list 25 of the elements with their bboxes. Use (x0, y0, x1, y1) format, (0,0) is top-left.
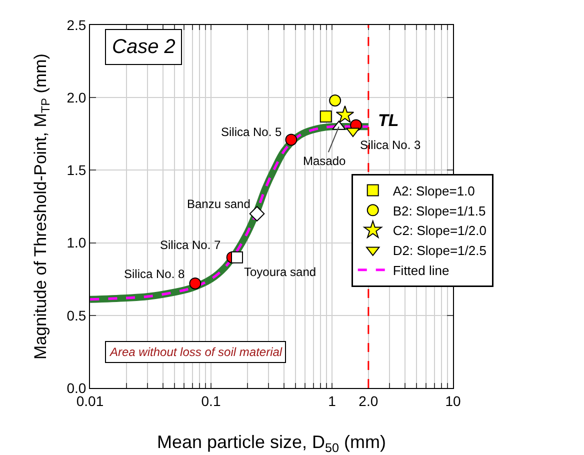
annotation: Banzu sand (187, 197, 250, 211)
legend-label: D2: Slope=1/2.5 (392, 243, 486, 258)
annotation: Masado (303, 154, 346, 168)
y-tick-label: 1.5 (66, 162, 86, 178)
y-tick-label: 2.5 (66, 16, 86, 33)
y-tick-label: 1.0 (66, 234, 86, 251)
y-tick-label: 0.5 (66, 307, 86, 324)
annotation: Silica No. 3 (360, 138, 422, 152)
ref-line-label: TL (378, 111, 399, 130)
x-tick-label: 0.1 (201, 392, 221, 409)
y-tick-label: 2.0 (66, 90, 86, 106)
annotation: Silica No. 5 (221, 125, 282, 139)
x-axis-title: Mean particle size, D$_{50}$ (mm) (156, 432, 386, 455)
legend-label: Fitted line (392, 262, 450, 278)
annotation: Area without loss of soil material (109, 345, 282, 359)
annotation: Case 2 (112, 36, 176, 58)
legend-label: B2: Slope=1/1.5 (392, 203, 486, 218)
legend-label: C2: Slope=1/2.0 (392, 223, 486, 238)
annotation: Silica No. 8 (124, 267, 186, 281)
annotation: Toyoura sand (244, 265, 316, 279)
annotation: Silica No. 7 (160, 238, 222, 252)
legend-label: A2: Slope=1.0 (392, 183, 475, 198)
x-tick-label: 10 (445, 392, 461, 409)
x-tick-label: 1 (328, 392, 336, 409)
x-tick-label: 2.0 (358, 392, 378, 409)
